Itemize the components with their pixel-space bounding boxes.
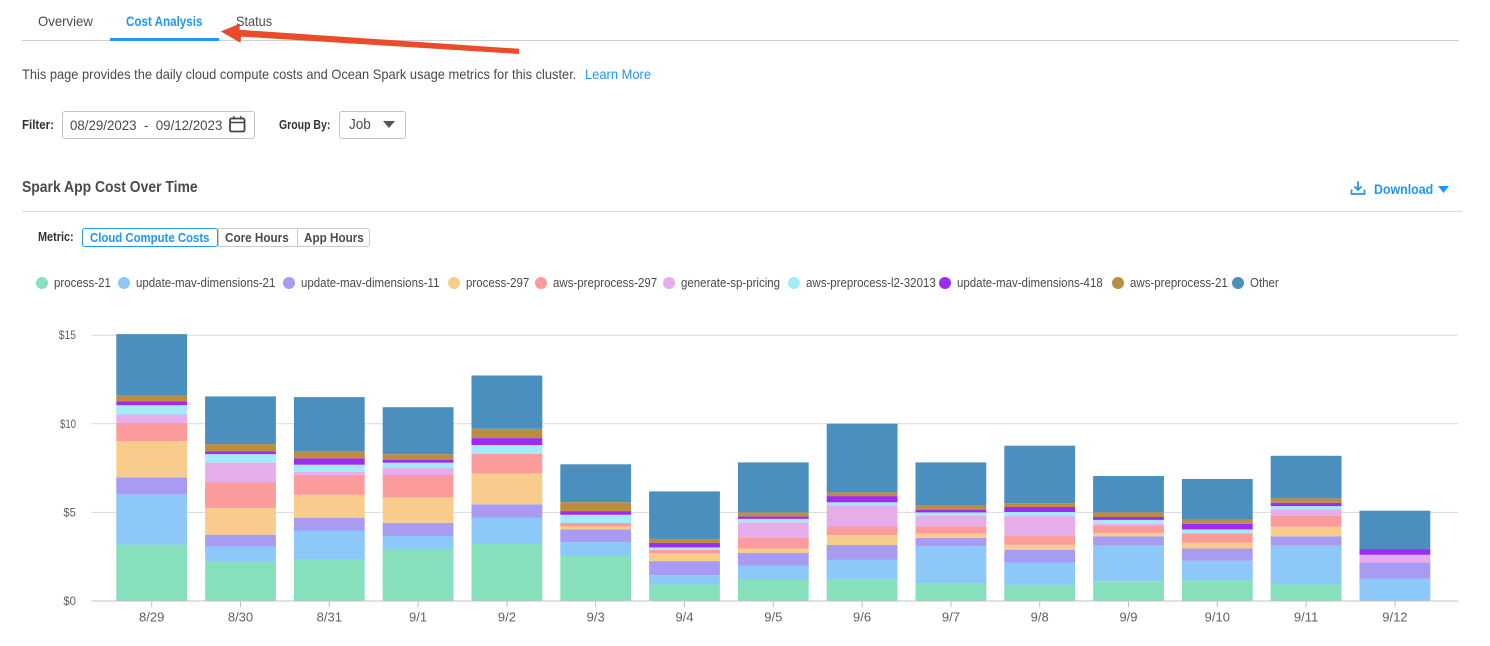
svg-text:$0: $0 [63, 594, 76, 608]
svg-text:$10: $10 [60, 417, 76, 431]
svg-text:9/12: 9/12 [1382, 610, 1407, 625]
svg-text:9/2: 9/2 [498, 610, 516, 625]
svg-text:9/8: 9/8 [1031, 610, 1049, 625]
svg-text:9/6: 9/6 [853, 610, 871, 625]
svg-text:9/11: 9/11 [1294, 610, 1318, 625]
svg-text:9/9: 9/9 [1119, 610, 1137, 625]
svg-text:9/7: 9/7 [942, 610, 960, 625]
svg-text:$15: $15 [59, 328, 76, 342]
svg-text:8/30: 8/30 [228, 610, 253, 625]
svg-text:8/31: 8/31 [317, 610, 342, 625]
svg-text:9/1: 9/1 [409, 610, 427, 625]
svg-text:9/3: 9/3 [587, 610, 605, 625]
svg-text:9/10: 9/10 [1205, 610, 1230, 625]
svg-text:8/29: 8/29 [139, 610, 164, 625]
svg-text:9/4: 9/4 [675, 610, 693, 625]
svg-text:9/5: 9/5 [764, 610, 782, 625]
svg-text:$5: $5 [63, 505, 76, 519]
